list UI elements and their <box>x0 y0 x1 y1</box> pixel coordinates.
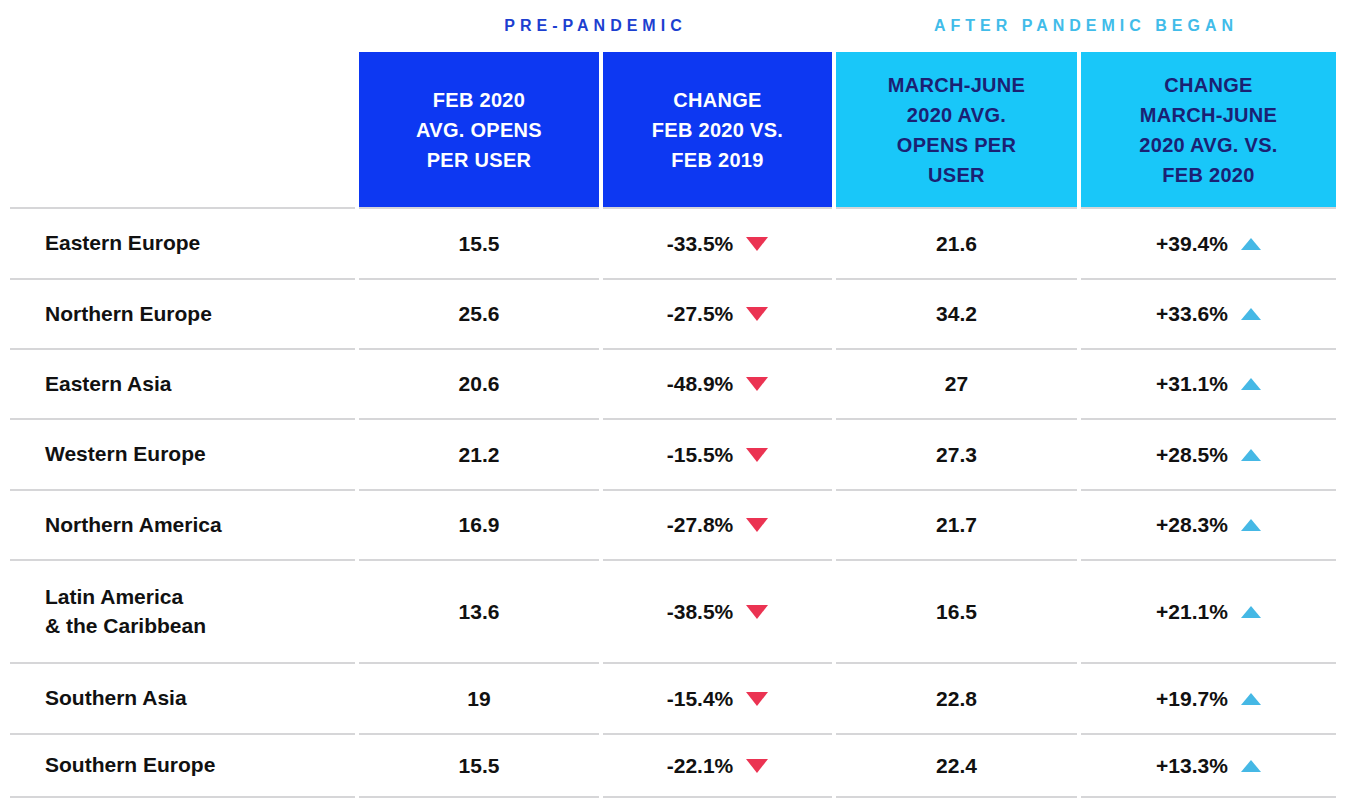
change-feb-value: -15.4% <box>667 687 734 711</box>
change-feb-value: -48.9% <box>667 372 734 396</box>
change-mj-cell: +28.5% <box>1081 420 1336 491</box>
up-triangle-icon <box>1241 519 1261 531</box>
up-triangle-icon <box>1241 606 1261 618</box>
table-row: Southern Europe 15.5 -22.1% 22.4 +13.3% <box>10 735 1336 798</box>
table-row: Northern America 16.9 -27.8% 21.7 +28.3% <box>10 491 1336 561</box>
down-triangle-icon <box>746 377 768 391</box>
march-june-opens-value: 27 <box>836 350 1077 420</box>
march-june-opens-value: 34.2 <box>836 280 1077 350</box>
down-triangle-icon <box>746 307 768 321</box>
change-feb-value: -22.1% <box>667 754 734 778</box>
march-june-opens-value: 27.3 <box>836 420 1077 491</box>
change-feb-value: -38.5% <box>667 600 734 624</box>
change-mj-value: +28.3% <box>1156 513 1228 537</box>
down-triangle-icon <box>746 692 768 706</box>
up-triangle-icon <box>1241 449 1261 461</box>
change-feb-cell: -38.5% <box>603 561 832 664</box>
change-feb-cell: -22.1% <box>603 735 832 798</box>
table-row: Southern Asia 19 -15.4% 22.8 +19.7% <box>10 664 1336 735</box>
change-mj-value: +31.1% <box>1156 372 1228 396</box>
group-header-row: PRE-PANDEMIC AFTER PANDEMIC BEGAN <box>10 0 1336 52</box>
change-feb-cell: -27.5% <box>603 280 832 350</box>
change-feb-value: -27.5% <box>667 302 734 326</box>
change-feb-value: -33.5% <box>667 232 734 256</box>
feb2020-opens-value: 16.9 <box>359 491 599 561</box>
table-row: Eastern Europe 15.5 -33.5% 21.6 +39.4% <box>10 209 1336 280</box>
march-june-opens-value: 22.4 <box>836 735 1077 798</box>
group-label-pre-pandemic: PRE-PANDEMIC <box>359 17 832 35</box>
region-header-spacer <box>10 52 355 209</box>
col-header-change-feb2020-vs-feb2019: CHANGE FEB 2020 VS. FEB 2019 <box>603 52 832 209</box>
feb2020-opens-value: 25.6 <box>359 280 599 350</box>
feb2020-opens-value: 13.6 <box>359 561 599 664</box>
region-label: Northern America <box>10 491 355 561</box>
region-label: Latin America & the Caribbean <box>10 561 355 664</box>
change-mj-value: +39.4% <box>1156 232 1228 256</box>
feb2020-opens-value: 20.6 <box>359 350 599 420</box>
change-mj-value: +28.5% <box>1156 443 1228 467</box>
march-june-opens-value: 21.6 <box>836 209 1077 280</box>
col-header-feb2020-opens: FEB 2020 AVG. OPENS PER USER <box>359 52 599 209</box>
col-header-march-june-opens: MARCH-JUNE 2020 AVG. OPENS PER USER <box>836 52 1077 209</box>
change-mj-cell: +19.7% <box>1081 664 1336 735</box>
table-row: Latin America & the Caribbean 13.6 -38.5… <box>10 561 1336 664</box>
change-mj-cell: +28.3% <box>1081 491 1336 561</box>
down-triangle-icon <box>746 518 768 532</box>
up-triangle-icon <box>1241 238 1261 250</box>
down-triangle-icon <box>746 448 768 462</box>
table-row: Northern Europe 25.6 -27.5% 34.2 +33.6% <box>10 280 1336 350</box>
change-mj-cell: +13.3% <box>1081 735 1336 798</box>
change-mj-value: +19.7% <box>1156 687 1228 711</box>
change-mj-cell: +39.4% <box>1081 209 1336 280</box>
region-label: Northern Europe <box>10 280 355 350</box>
region-label: Western Europe <box>10 420 355 491</box>
change-feb-value: -27.8% <box>667 513 734 537</box>
march-june-opens-value: 21.7 <box>836 491 1077 561</box>
change-feb-cell: -48.9% <box>603 350 832 420</box>
change-feb-cell: -15.4% <box>603 664 832 735</box>
feb2020-opens-value: 21.2 <box>359 420 599 491</box>
change-feb-cell: -33.5% <box>603 209 832 280</box>
region-label: Eastern Asia <box>10 350 355 420</box>
table-row: Eastern Asia 20.6 -48.9% 27 +31.1% <box>10 350 1336 420</box>
change-mj-value: +21.1% <box>1156 600 1228 624</box>
down-triangle-icon <box>746 605 768 619</box>
down-triangle-icon <box>746 759 768 773</box>
change-mj-value: +13.3% <box>1156 754 1228 778</box>
region-label: Eastern Europe <box>10 209 355 280</box>
march-june-opens-value: 22.8 <box>836 664 1077 735</box>
up-triangle-icon <box>1241 308 1261 320</box>
region-label: Southern Asia <box>10 664 355 735</box>
feb2020-opens-value: 19 <box>359 664 599 735</box>
col-header-change-march-june-vs-feb2020: CHANGE MARCH-JUNE 2020 AVG. VS. FEB 2020 <box>1081 52 1336 209</box>
change-mj-cell: +21.1% <box>1081 561 1336 664</box>
down-triangle-icon <box>746 237 768 251</box>
up-triangle-icon <box>1241 760 1261 772</box>
feb2020-opens-value: 15.5 <box>359 735 599 798</box>
march-june-opens-value: 16.5 <box>836 561 1077 664</box>
feb2020-opens-value: 15.5 <box>359 209 599 280</box>
opens-comparison-table: PRE-PANDEMIC AFTER PANDEMIC BEGAN FEB 20… <box>0 0 1348 804</box>
table-row: Western Europe 21.2 -15.5% 27.3 +28.5% <box>10 420 1336 491</box>
change-mj-value: +33.6% <box>1156 302 1228 326</box>
change-feb-cell: -15.5% <box>603 420 832 491</box>
region-label: Southern Europe <box>10 735 355 798</box>
up-triangle-icon <box>1241 693 1261 705</box>
up-triangle-icon <box>1241 378 1261 390</box>
change-feb-value: -15.5% <box>667 443 734 467</box>
column-header-row: FEB 2020 AVG. OPENS PER USER CHANGE FEB … <box>10 52 1336 209</box>
change-mj-cell: +31.1% <box>1081 350 1336 420</box>
group-label-after-pandemic: AFTER PANDEMIC BEGAN <box>836 17 1336 35</box>
change-feb-cell: -27.8% <box>603 491 832 561</box>
change-mj-cell: +33.6% <box>1081 280 1336 350</box>
